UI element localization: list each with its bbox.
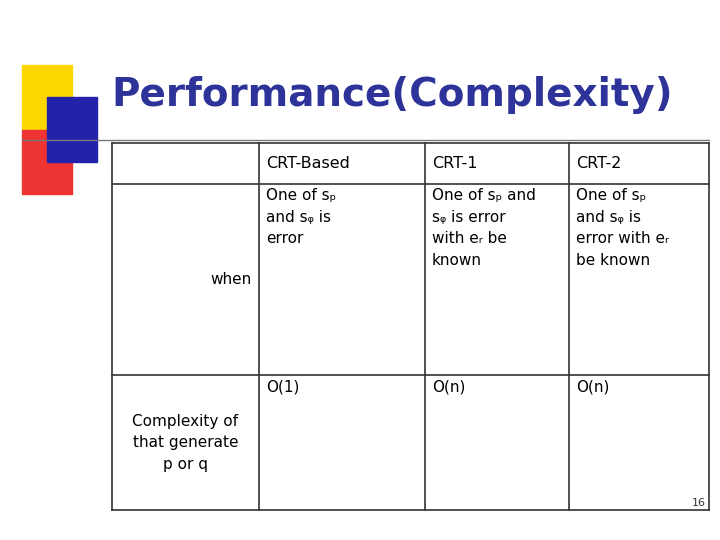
Text: One of sₚ
and sᵩ is
error: One of sₚ and sᵩ is error (266, 188, 337, 246)
Bar (22, 130, 72, 194)
Text: One of sₚ
and sᵩ is
error with eᵣ
be known: One of sₚ and sᵩ is error with eᵣ be kno… (576, 188, 669, 268)
Bar (47, 97, 97, 162)
Bar (22, 65, 72, 130)
Text: One of sₚ and
sᵩ is error
with eᵣ be
known: One of sₚ and sᵩ is error with eᵣ be kno… (432, 188, 536, 268)
Text: O(1): O(1) (266, 380, 300, 395)
Text: Complexity of
that generate
p or q: Complexity of that generate p or q (132, 414, 238, 472)
Text: O(n): O(n) (432, 380, 465, 395)
Text: when: when (211, 272, 252, 287)
Text: Performance(Complexity): Performance(Complexity) (112, 76, 673, 113)
Text: CRT-Based: CRT-Based (266, 156, 350, 171)
Text: 16: 16 (692, 497, 706, 508)
Text: CRT-1: CRT-1 (432, 156, 477, 171)
Text: O(n): O(n) (576, 380, 609, 395)
Text: CRT-2: CRT-2 (576, 156, 621, 171)
